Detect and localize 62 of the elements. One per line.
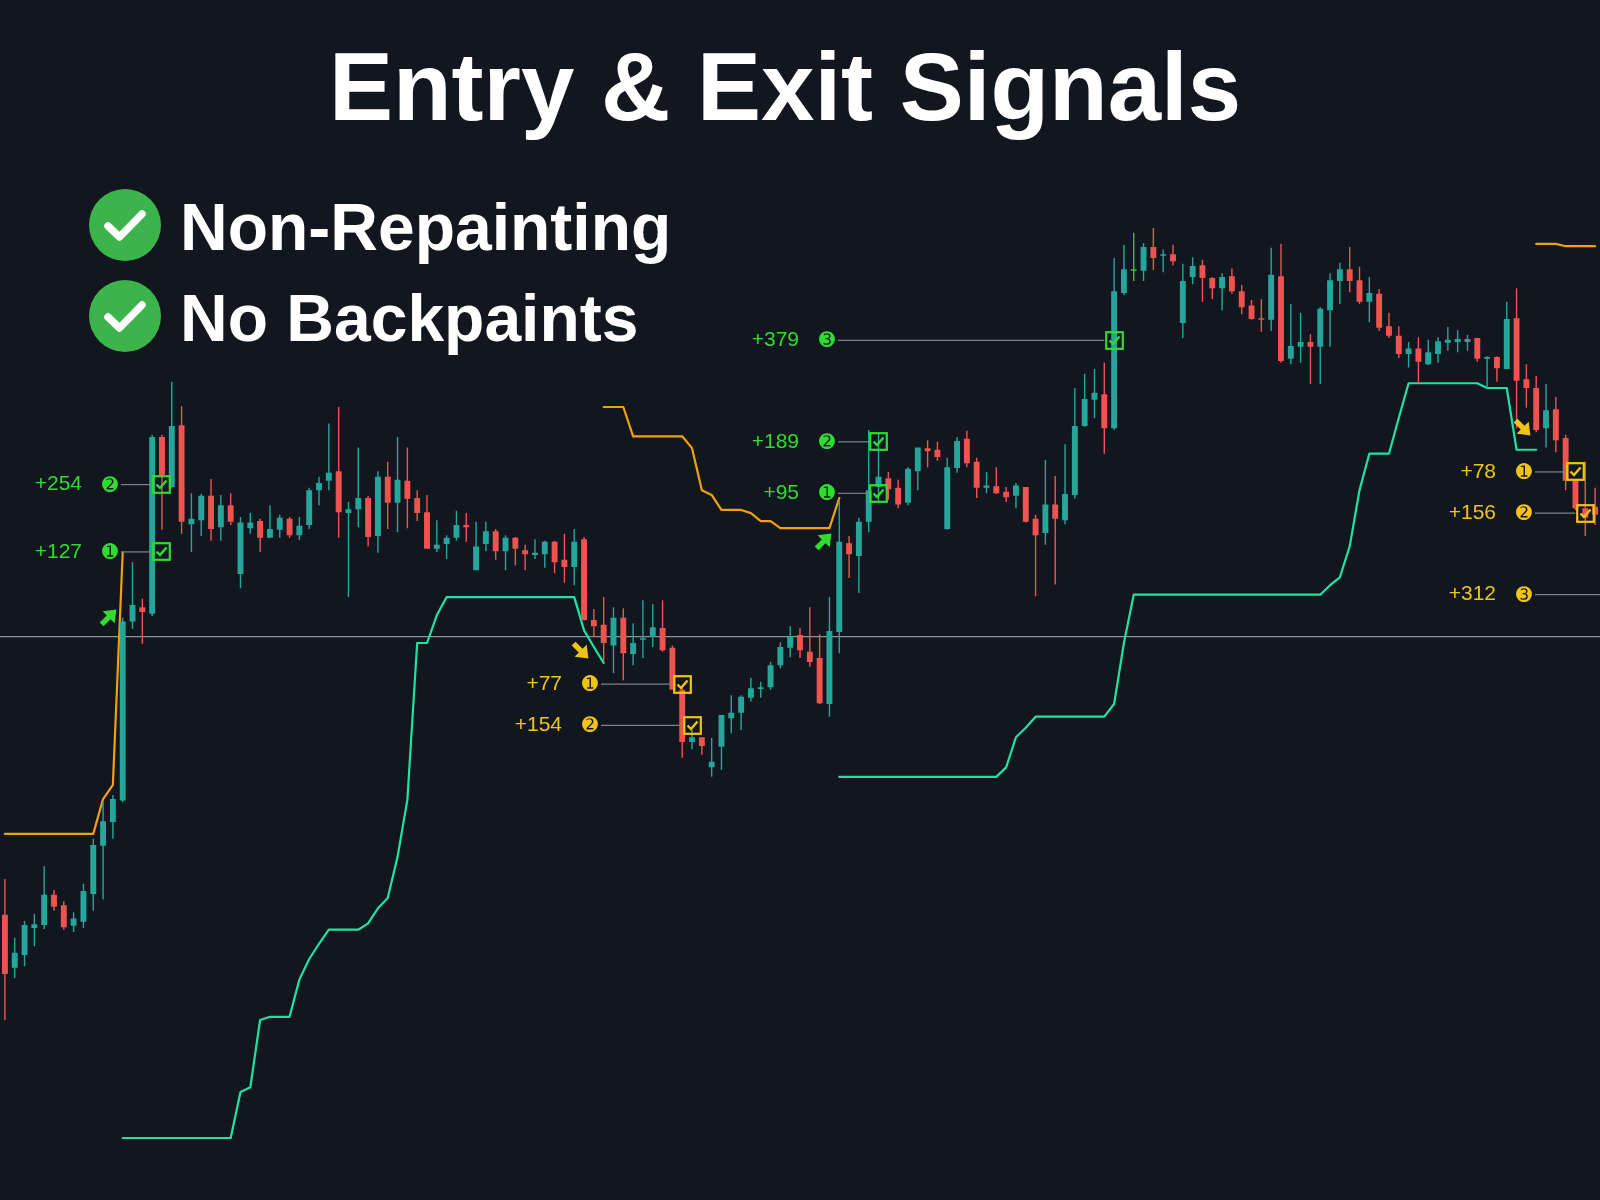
candlestick [1,879,8,1020]
candlestick [1120,244,1127,296]
candlestick [100,802,107,900]
candlestick [1160,249,1167,273]
ref-line-label: +156 ➋ [1448,499,1533,524]
ref-line-label: +379 ➌ [751,327,836,351]
candlestick [1386,312,1392,339]
candlestick [1435,337,1441,363]
candlestick [41,866,48,929]
candlestick [797,627,803,659]
candlestick [738,695,745,731]
candlestick [208,479,214,541]
candlestick [806,607,813,667]
candlestick [1336,262,1343,305]
candlestick [1013,483,1019,509]
annotation: No Backpaints [180,281,639,355]
candlestick [846,536,853,579]
candlestick [640,600,646,659]
candlestick [855,517,862,594]
candlestick [689,730,695,750]
candlestick [1493,356,1500,382]
candlestick [1484,356,1491,388]
candlestick [522,544,529,571]
ref-line-label: +78 ➊ [1460,458,1533,482]
candlestick [433,520,440,552]
candlestick [266,505,273,538]
ref-line-label: +154 ➋ [514,712,599,736]
ref-line-label: +95 ➊ [763,480,836,504]
ref-line-label: +312 ➌ [1448,581,1533,605]
candlestick [1003,486,1010,503]
candlestick [1444,327,1451,351]
candlestick [698,737,705,755]
chart-title: Entry & Exit Signals [328,33,1242,140]
candlestick [159,434,165,530]
candlestick [257,518,264,552]
candlestick [1552,396,1559,453]
candlestick [1543,384,1549,448]
ref-line-label: +189 ➋ [751,428,836,452]
ref-line-label: +254 ➋ [34,471,119,495]
candlestick [1268,247,1275,331]
candlestick [1179,263,1186,339]
candlestick [1062,444,1068,525]
candlestick [414,490,421,522]
candlestick [630,623,637,666]
candlestick [316,476,322,506]
candlestick [51,890,57,911]
candlestick [1228,268,1235,294]
candlestick [482,521,489,552]
candlestick [109,795,116,839]
candlestick [217,494,224,541]
candlestick [590,608,597,637]
candlestick [747,677,754,702]
ref-line-label: +77 ➊ [526,670,599,695]
candlestick [787,626,794,658]
candlestick [473,521,480,571]
candlestick [532,539,538,560]
candlestick [1170,244,1176,266]
candlestick [1327,273,1334,347]
ref-line-label: +127 ➊ [34,538,119,562]
candlestick [325,423,332,491]
annotation: Non-Repainting [180,190,672,264]
candlestick [1219,273,1226,311]
